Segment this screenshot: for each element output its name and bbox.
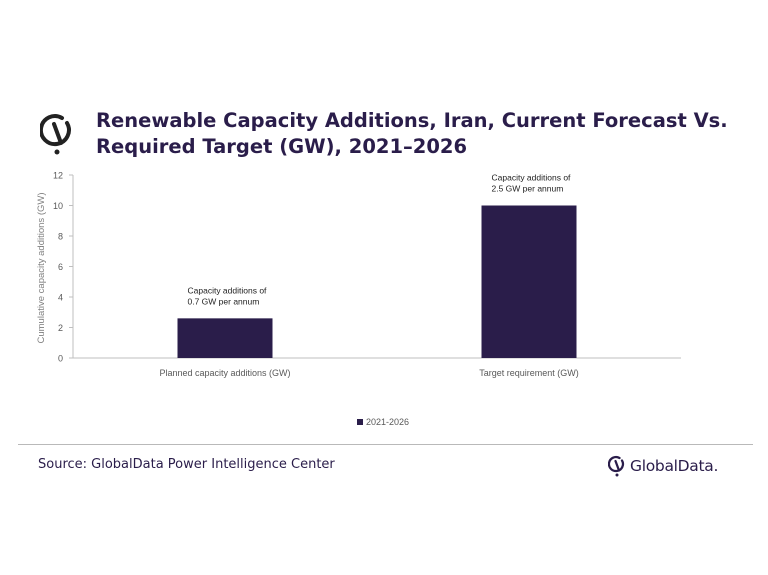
y-tick-label: 12	[53, 171, 63, 181]
y-tick-label: 10	[53, 201, 63, 211]
brand-logo: GlobalData.	[608, 454, 718, 478]
y-tick-label: 4	[58, 293, 63, 303]
data-annotation: 0.7 GW per annum	[188, 296, 260, 306]
globaldata-small-logo-icon	[608, 455, 625, 477]
data-annotation: 2.5 GW per annum	[492, 184, 564, 194]
brand-name: GlobalData.	[630, 457, 719, 475]
legend-label: 2021-2026	[366, 417, 409, 427]
source-note: Source: GlobalData Power Intelligence Ce…	[38, 457, 335, 472]
y-tick-label: 0	[58, 354, 63, 364]
data-annotation: Capacity additions of	[492, 173, 572, 183]
data-annotation: Capacity additions of	[188, 285, 268, 295]
y-tick-label: 6	[58, 262, 63, 272]
y-axis-label: Cumulative capacity additions (GW)	[36, 193, 47, 344]
chart-title: Renewable Capacity Additions, Iran, Curr…	[96, 109, 728, 158]
bar-1	[177, 318, 273, 358]
y-tick-label: 8	[58, 232, 63, 242]
y-tick-label: 2	[58, 323, 63, 333]
legend-swatch	[357, 419, 363, 425]
bar-2	[481, 205, 577, 358]
x-tick-label: Planned capacity additions (GW)	[159, 368, 290, 378]
x-tick-label: Target requirement (GW)	[479, 368, 579, 378]
footer-divider	[18, 444, 753, 445]
globaldata-logo-icon	[40, 114, 71, 155]
